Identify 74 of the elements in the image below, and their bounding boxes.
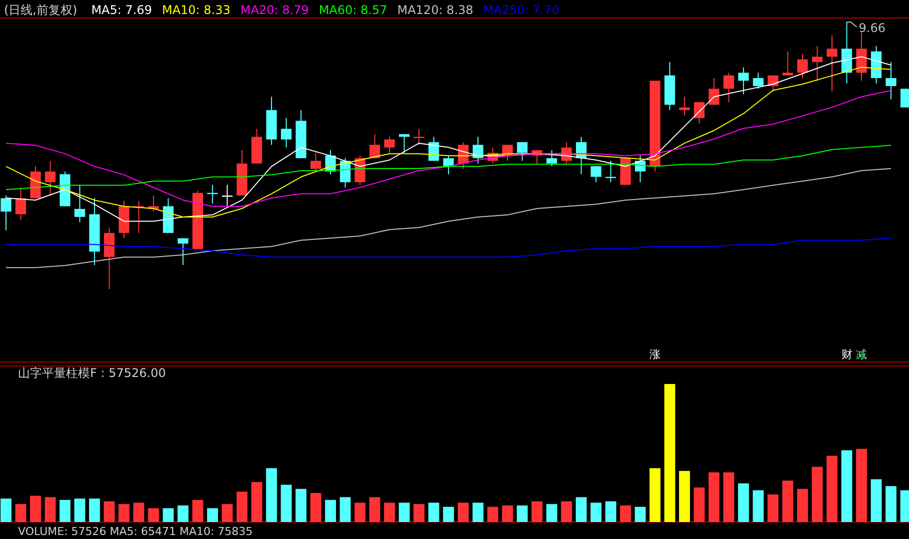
bar xyxy=(768,494,778,522)
bar xyxy=(162,508,174,522)
bar xyxy=(340,497,351,522)
bar xyxy=(15,504,26,522)
bar xyxy=(826,456,838,522)
bar xyxy=(650,468,660,522)
bar xyxy=(708,472,720,522)
bar xyxy=(782,480,794,522)
bar xyxy=(414,504,424,522)
text: MA5: 7.69 xyxy=(91,3,152,17)
bar xyxy=(148,508,159,522)
bar xyxy=(178,505,188,522)
bar xyxy=(398,502,410,522)
bar xyxy=(369,497,380,522)
text: MA250: 7.70 xyxy=(483,3,560,17)
bar xyxy=(222,504,233,522)
bar xyxy=(236,492,248,522)
bar xyxy=(118,504,130,522)
text: 财 xyxy=(841,348,852,361)
bar xyxy=(886,486,896,522)
bar xyxy=(0,498,12,522)
bar xyxy=(310,493,322,522)
bar xyxy=(325,500,336,522)
bar xyxy=(812,466,823,522)
bar xyxy=(104,501,115,522)
chart-title: 山字平量柱模F : 57526.00 xyxy=(18,366,166,380)
bar xyxy=(620,505,631,522)
bar xyxy=(207,508,218,522)
bar xyxy=(738,483,749,522)
bar xyxy=(458,502,469,522)
bar xyxy=(30,496,41,522)
bar xyxy=(694,488,705,522)
bar xyxy=(856,448,867,522)
bar xyxy=(44,497,56,522)
bar xyxy=(561,501,572,522)
bar xyxy=(487,506,498,522)
bar xyxy=(296,488,306,522)
text: MA20: 8.79 xyxy=(240,3,309,17)
bar xyxy=(60,500,70,522)
bar xyxy=(89,498,100,522)
annotation: 9.66 xyxy=(858,21,886,35)
bar xyxy=(280,484,292,522)
bar xyxy=(546,504,558,522)
bar xyxy=(723,472,734,522)
bar xyxy=(516,505,528,522)
bar xyxy=(266,468,277,522)
bar xyxy=(664,384,676,522)
bar xyxy=(576,497,587,522)
text: 减 xyxy=(856,348,867,361)
text: MA10: 8.33 xyxy=(162,3,230,17)
bar xyxy=(192,500,204,522)
bar xyxy=(605,501,616,522)
bar xyxy=(634,506,646,522)
bar xyxy=(354,502,366,522)
text: 涨 xyxy=(650,348,660,361)
bar xyxy=(590,502,602,522)
bar xyxy=(870,479,882,522)
bar xyxy=(841,450,852,522)
bar xyxy=(74,498,86,522)
chart-title: (日线,前复权) xyxy=(4,3,78,17)
text: MA120: 8.38 xyxy=(397,3,474,17)
bar xyxy=(384,502,395,522)
bar xyxy=(428,502,440,522)
bar xyxy=(502,505,513,522)
bar xyxy=(679,470,690,522)
bar xyxy=(797,488,808,522)
text: VOLUME: 57526 MA5: 65471 MA10: 75835 xyxy=(18,525,253,538)
bar xyxy=(443,506,454,522)
bar xyxy=(532,501,542,522)
bar xyxy=(752,490,764,522)
bar xyxy=(251,482,262,522)
bar xyxy=(472,502,484,522)
text: MA60: 8.57 xyxy=(318,3,388,17)
bar xyxy=(133,502,144,522)
